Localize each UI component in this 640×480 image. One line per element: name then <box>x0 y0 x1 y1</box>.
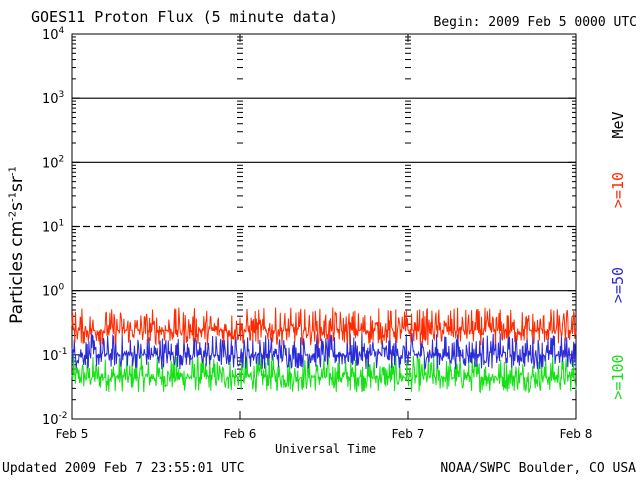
x-tick-label: Feb 7 <box>392 427 425 441</box>
y-tick-label: 101 <box>42 219 64 236</box>
y-tick-label: 102 <box>42 154 64 171</box>
x-tick-label: Feb 5 <box>56 427 89 441</box>
y-tick-label: 100 <box>42 283 65 300</box>
x-tick-label: Feb 8 <box>560 427 593 441</box>
series-line-50MeV <box>71 332 577 371</box>
updated-timestamp: Updated 2009 Feb 7 23:55:01 UTC <box>2 461 245 476</box>
x-tick-label: Feb 6 <box>224 427 257 441</box>
y-tick-label: 103 <box>42 90 64 107</box>
legend-10mev: >=10 <box>609 171 627 209</box>
series-line-100MeV <box>71 354 577 394</box>
series-line-10MeV <box>71 307 577 346</box>
x-axis-label: Universal Time <box>275 442 377 456</box>
y-tick-label: 104 <box>42 26 65 43</box>
y-tick-label: 10-1 <box>42 347 68 364</box>
chart-title: GOES11 Proton Flux (5 minute data) <box>31 8 339 26</box>
y-axis-label: Particles cm-2s-1sr-1 <box>7 166 27 324</box>
legend-50mev: >=50 <box>609 266 627 304</box>
begin-time: Begin: 2009 Feb 5 0000 UTC <box>433 15 638 30</box>
legend-100mev: >=100 <box>609 354 627 400</box>
legend-unit: MeV <box>609 111 627 139</box>
credit-line: NOAA/SWPC Boulder, CO USA <box>440 461 636 476</box>
y-tick-label: 10-2 <box>42 411 68 428</box>
